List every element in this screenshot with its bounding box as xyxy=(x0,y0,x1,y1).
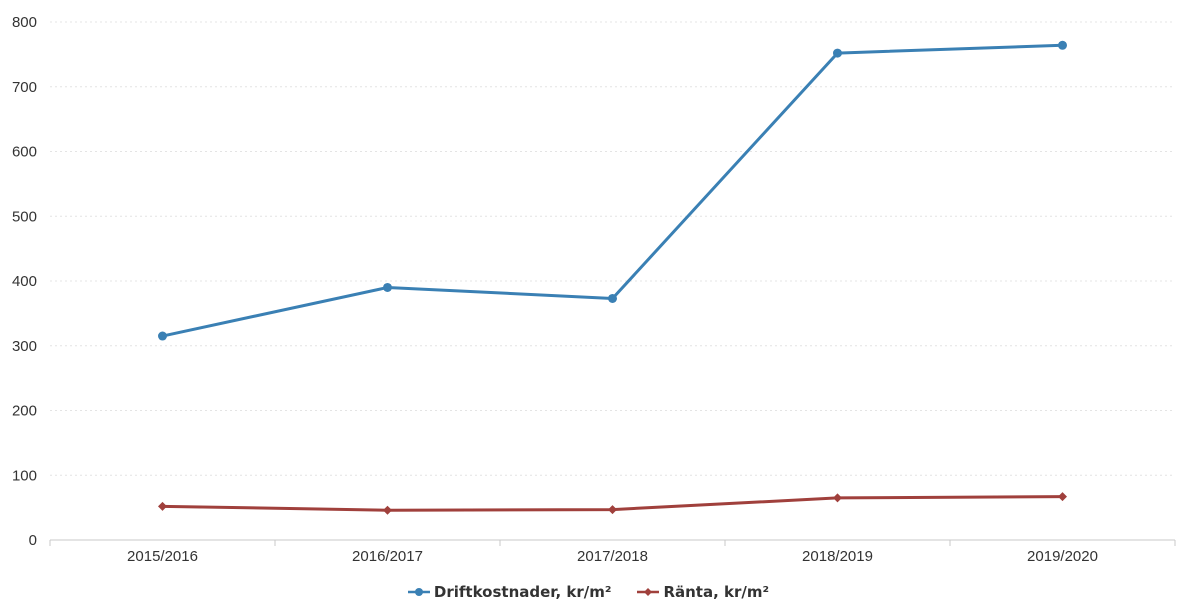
data-point xyxy=(383,505,392,515)
gridlines xyxy=(50,21,1175,476)
y-tick-label: 500 xyxy=(12,208,37,225)
data-point xyxy=(608,505,617,515)
x-axis: 2015/2016 2016/2017 2017/2018 2018/2019 2019… xyxy=(49,539,1176,565)
y-tick-label: 700 xyxy=(12,79,37,96)
diamond-marker-icon xyxy=(637,588,660,596)
data-point xyxy=(383,282,392,292)
x-tick-label: 2019/2020 xyxy=(1027,548,1098,565)
data-point xyxy=(158,501,167,511)
y-tick-label: 600 xyxy=(12,144,37,161)
legend: Driftkostnader, kr/m² Ränta, kr/m² xyxy=(0,583,1177,601)
y-tick-label: 400 xyxy=(12,273,37,290)
x-tick-label: 2015/2016 xyxy=(127,548,198,565)
circle-marker-icon xyxy=(407,588,430,596)
legend-item-ranta[interactable]: Ränta, kr/m² xyxy=(637,583,769,601)
legend-label-driftkostnader: Driftkostnader, kr/m² xyxy=(433,583,612,601)
series-line-0 xyxy=(162,43,1063,338)
y-tick-label: 800 xyxy=(12,14,37,31)
x-tick-label: 2018/2019 xyxy=(802,548,873,565)
y-tick-label: 300 xyxy=(12,338,37,355)
x-tick-label: 2017/2018 xyxy=(577,548,648,565)
y-tick-label: 200 xyxy=(12,403,37,420)
data-point xyxy=(833,48,842,58)
series-lines xyxy=(158,40,1067,515)
legend-label-ranta: Ränta, kr/m² xyxy=(663,583,770,601)
legend-item-driftkostnader[interactable]: Driftkostnader, kr/m² xyxy=(407,583,612,601)
data-point xyxy=(1058,40,1067,50)
x-tick-label: 2016/2017 xyxy=(352,548,423,565)
y-axis-ticks: 0 100 200 300 400 500 600 700 800 xyxy=(12,14,37,549)
data-point xyxy=(608,293,617,303)
data-point xyxy=(158,331,167,341)
data-point xyxy=(833,493,842,503)
y-tick-label: 100 xyxy=(12,467,37,484)
data-point xyxy=(1058,492,1067,502)
y-tick-label: 0 xyxy=(29,532,37,549)
